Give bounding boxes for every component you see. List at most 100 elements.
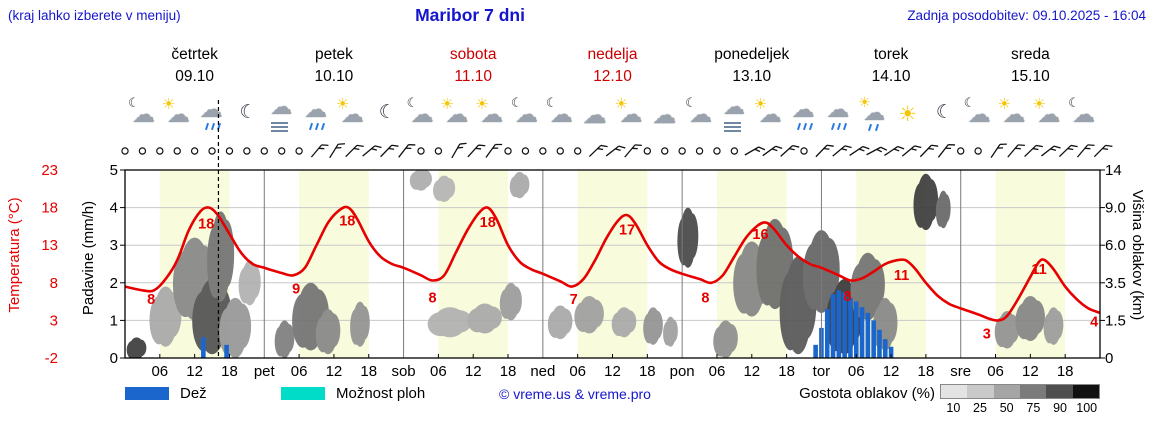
last-updated: Zadnja posodobitev: 09.10.2025 - 16:04: [907, 8, 1146, 23]
wind-barb-icon: [1007, 144, 1025, 158]
weather-icon-cloud-moon: ☾ ☁: [128, 96, 155, 128]
temp-axis-tick: 3: [50, 312, 58, 329]
day-header-petek: petek 10.10: [264, 44, 403, 89]
wind-calm-icon: [713, 147, 721, 155]
day-date: 12.10: [593, 68, 632, 86]
rain-legend-label: Dež: [180, 385, 207, 402]
wind-barb-icon: [919, 144, 939, 158]
wind-calm-icon: [243, 147, 251, 155]
weather-icon-rain-cloud: ☁: [787, 95, 822, 143]
showers-legend-swatch: [281, 387, 325, 400]
cloud-axis-tick: 9.0: [1105, 200, 1126, 217]
density-segment: [1046, 385, 1073, 398]
day-header-torek: torek 14.10: [821, 44, 960, 89]
day-date: 13.10: [732, 68, 772, 86]
wind-barb-icon: [832, 145, 852, 157]
density-segment: [1019, 385, 1047, 398]
x-axis-tick: 12: [883, 363, 900, 380]
temp-axis-tick: -2: [45, 350, 58, 367]
cloud-density-gradient: [940, 384, 1100, 399]
x-axis-tick: 12: [186, 363, 203, 380]
x-axis-tick: 18: [1057, 363, 1074, 380]
cloud-axis-tick: 6.0: [1105, 237, 1126, 254]
wind-barb-icon: [901, 145, 922, 157]
density-value: 90: [1053, 401, 1067, 415]
weather-icon-cloud-moon: ☾ ☁: [963, 96, 991, 128]
weather-icon-sun-cloud: ☀ ☁: [997, 95, 1026, 128]
weather-icon-fog-cloud: ☁: [717, 95, 752, 143]
precip-axis-tick: 1: [110, 312, 118, 329]
copyright-link[interactable]: © vreme.us & vreme.pro: [499, 386, 651, 402]
weather-icon-cloud-moon: ☾ ☁: [406, 96, 434, 128]
x-axis-tick: ned: [530, 363, 555, 380]
wind-barb-icon: [345, 144, 364, 158]
day-header-sobota: sobota 11.10: [404, 44, 543, 89]
day-header-četrtek: četrtek 09.10: [125, 44, 264, 89]
weather-icon-fog-cloud: ☁: [264, 95, 299, 143]
x-axis-tick: 06: [848, 363, 865, 380]
day-date: 10.10: [314, 68, 354, 86]
temp-label: 18: [198, 217, 214, 233]
temp-label: 7: [570, 292, 578, 308]
temp-label: 8: [147, 292, 155, 308]
temp-label: 18: [480, 215, 496, 231]
wind-calm-icon: [138, 147, 147, 155]
temp-label: 4: [1090, 314, 1098, 330]
weather-icon-moon: ☾: [935, 101, 953, 123]
day-name: sobota: [449, 46, 497, 63]
weather-icon-moon: ☾: [239, 101, 257, 123]
x-axis-tick: sob: [391, 363, 415, 380]
temp-axis-tick: 23: [41, 162, 58, 179]
showers-legend-label: Možnost ploh: [336, 385, 426, 402]
x-axis-tick: 12: [604, 363, 621, 380]
wind-calm-icon: [190, 147, 199, 155]
temp-label: 11: [894, 268, 909, 284]
cloud-blobs: [126, 170, 1064, 358]
temp-label: 8: [429, 290, 437, 306]
precip-axis-tick: 0: [110, 350, 118, 367]
day-header-sreda: sreda 15.10: [961, 44, 1100, 89]
x-axis-tick: 12: [465, 363, 482, 380]
x-axis-labels: 06 12 18 pet 06 12 18 sob 06 12 18 ned 06 12 18 pon 06 12…: [151, 363, 1073, 380]
temp-label: 9: [292, 281, 300, 297]
day-name: ponedeljek: [714, 46, 790, 63]
weather-icon-rain-cloud: ☁: [821, 95, 856, 143]
wind-calm-icon: [730, 147, 739, 155]
wind-barb-icon: [937, 144, 956, 158]
wind-calm-icon: [678, 147, 686, 155]
temperature-axis-title: Temperatura (°C): [6, 197, 23, 313]
x-axis-tick: 12: [326, 363, 343, 380]
temperature-value-labels: 8 18 9 18 8 18 7 17 8 16 8 11 3 11 4: [147, 214, 1098, 343]
wind-calm-icon: [521, 147, 530, 155]
cloud-axis-tick: 0: [1105, 350, 1113, 367]
density-value: 10: [946, 401, 961, 415]
x-axis-tick: 18: [360, 363, 377, 380]
day-header-nedelja: nedelja 12.10: [543, 44, 682, 89]
wind-barb-icon: [762, 145, 783, 157]
cloud-axis-title: Višina oblakov (km): [1129, 189, 1146, 321]
wind-calm-icon: [295, 147, 303, 155]
wind-barb-icon: [310, 144, 329, 158]
wind-barb-icon: [1041, 145, 1061, 157]
wind-calm-icon: [974, 147, 982, 155]
density-segment: [967, 385, 994, 398]
wind-barb-icon: [398, 144, 416, 158]
wind-barb-icon: [1058, 144, 1078, 158]
wind-calm-icon: [434, 147, 443, 155]
precip-axis-tick: 2: [110, 275, 118, 292]
temp-label: 3: [983, 326, 991, 342]
x-axis-tick: 06: [430, 363, 447, 380]
wind-calm-icon: [957, 147, 965, 155]
wind-barb-icon: [451, 142, 467, 159]
wind-calm-icon: [661, 147, 669, 155]
x-axis-tick: 06: [291, 363, 308, 380]
day-name: sreda: [1010, 46, 1050, 63]
weather-icon-sun-cloud: ☀ ☁: [1032, 95, 1061, 128]
cloud-axis-tick: 14: [1105, 162, 1122, 179]
wind-barb-icon: [380, 144, 399, 158]
precip-axis-tick: 5: [110, 162, 118, 179]
temp-label: 8: [701, 290, 709, 306]
x-axis-tick: 06: [987, 363, 1004, 380]
wind-calm-icon: [800, 147, 808, 155]
day-name: nedelja: [587, 46, 638, 63]
